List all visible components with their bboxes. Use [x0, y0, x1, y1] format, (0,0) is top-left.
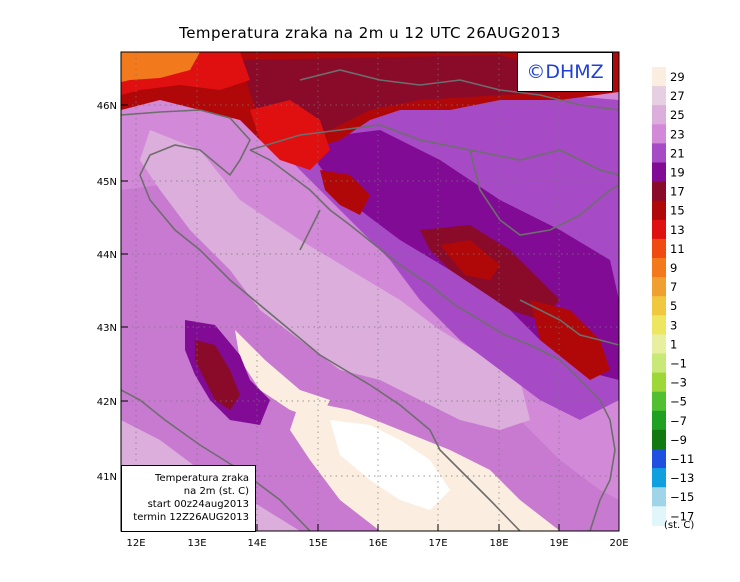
- lat-tick-label: 43N: [97, 323, 117, 334]
- colorbar-swatch: [652, 258, 666, 278]
- lat-tick-label: 46N: [97, 101, 117, 112]
- colorbar-swatch: [652, 487, 666, 507]
- dhmz-logo: ©DHMZ: [517, 52, 613, 92]
- colorbar-label: 11: [670, 242, 685, 256]
- colorbar-swatch: [652, 162, 666, 183]
- colorbar: [652, 67, 666, 526]
- colorbar-swatch: [652, 468, 666, 488]
- colorbar-swatch: [652, 429, 666, 450]
- colorbar-label: 7: [670, 280, 677, 294]
- field-alps-darkred: [240, 55, 560, 140]
- colorbar-label: 23: [670, 127, 685, 141]
- info-box: Temperatura zraka na 2m (st. C) start 00…: [121, 465, 256, 532]
- colorbar-label: 17: [670, 185, 685, 199]
- colorbar-swatch: [652, 143, 666, 163]
- colorbar-label: 9: [670, 261, 677, 275]
- lon-tick-label: 16E: [368, 538, 387, 549]
- coastlines: [121, 69, 619, 531]
- colorbar-label: 15: [670, 204, 685, 218]
- lon-tick-label: 20E: [609, 538, 628, 549]
- colorbar-label: 1: [670, 337, 677, 351]
- lat-tick-label: 42N: [97, 397, 117, 408]
- colorbar-label: 13: [670, 223, 685, 237]
- colorbar-label: 3: [670, 318, 677, 332]
- colorbar-label: −17: [670, 509, 694, 523]
- info-line-2: na 2m (st. C): [183, 486, 249, 497]
- colorbar-labels: 29 27 25 23 21 19 17 15 13 11 9 7 5 3 1 −1 −3 −5 −7 −9 −11 −1…: [670, 70, 694, 523]
- colorbar-swatch: [652, 181, 666, 202]
- colorbar-swatch: [652, 449, 666, 469]
- lon-tick-labels: 12E 13E 14E 15E 16E 17E 18E 19E 20E: [126, 538, 628, 549]
- colorbar-swatch: [652, 277, 666, 297]
- colorbar-swatch: [652, 86, 666, 106]
- info-line-3: start 00z24aug2013: [147, 499, 249, 510]
- colorbar-label: −1: [670, 357, 687, 371]
- info-line-1: Temperatura zraka: [155, 473, 249, 484]
- colorbar-label: −5: [670, 395, 687, 409]
- colorbar-label: −9: [670, 433, 687, 447]
- colorbar-swatch: [652, 410, 666, 431]
- colorbar-label: 27: [670, 89, 685, 103]
- colorbar-label: 19: [670, 166, 685, 180]
- colorbar-swatch: [652, 296, 666, 316]
- lon-tick-label: 12E: [126, 538, 145, 549]
- colorbar-swatch: [652, 238, 666, 259]
- lon-tick-label: 18E: [489, 538, 508, 549]
- colorbar-swatch: [652, 506, 666, 526]
- colorbar-swatch: [652, 391, 666, 412]
- colorbar-label: −13: [670, 471, 694, 485]
- lon-tick-label: 17E: [428, 538, 447, 549]
- colorbar-label: 25: [670, 108, 685, 122]
- field-hot-bosnia: [320, 170, 370, 215]
- field-alps-red2: [250, 100, 330, 170]
- lat-tick-labels: 41N 42N 43N 44N 45N 46N: [97, 101, 117, 483]
- field-apennine-hot: [195, 340, 240, 410]
- colorbar-swatch: [652, 219, 666, 240]
- field-apulia-white: [235, 330, 330, 420]
- lat-tick-label: 45N: [97, 177, 117, 188]
- field-alps-orange: [121, 52, 200, 82]
- lat-tick-label: 41N: [97, 472, 117, 483]
- colorbar-swatch: [652, 353, 666, 374]
- field-hot-montenegro: [530, 300, 610, 380]
- colorbar-label: −15: [670, 490, 694, 504]
- colorbar-swatch: [652, 200, 666, 221]
- colorbar-swatch: [652, 105, 666, 125]
- lat-tick-label: 44N: [97, 250, 117, 261]
- colorbar-label: 21: [670, 146, 685, 160]
- map-field: [121, 52, 619, 531]
- colorbar-swatch: [652, 124, 666, 144]
- lon-tick-label: 15E: [308, 538, 327, 549]
- colorbar-label: −7: [670, 414, 687, 428]
- colorbar-label: −3: [670, 376, 687, 390]
- colorbar-swatch: [652, 315, 666, 335]
- colorbar-label: −11: [670, 452, 694, 466]
- lon-tick-label: 19E: [549, 538, 568, 549]
- field-ionian-white: [330, 420, 450, 510]
- colorbar-swatch: [652, 334, 666, 354]
- info-line-4: termin 12Z26AUG2013: [133, 512, 249, 523]
- colorbar-label: 5: [670, 299, 677, 313]
- field-adriatic: [140, 130, 530, 430]
- lon-tick-label: 14E: [247, 538, 266, 549]
- lon-tick-label: 13E: [187, 538, 206, 549]
- colorbar-label: 29: [670, 70, 685, 84]
- field-hot-bosnia3: [440, 240, 500, 280]
- colorbar-swatch: [652, 372, 666, 393]
- map-title: Temperatura zraka na 2m u 12 UTC 26AUG20…: [179, 24, 561, 42]
- colorbar-swatch: [652, 67, 666, 87]
- colorbar-unit: (st. C): [664, 520, 695, 531]
- map-frame: [120, 51, 620, 532]
